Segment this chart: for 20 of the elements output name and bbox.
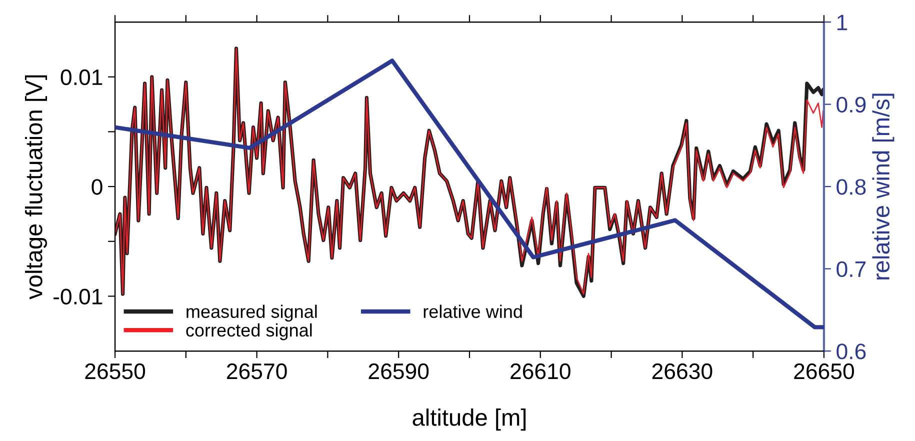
y2-axis-title: relative wind [m/s]: [872, 94, 894, 280]
x-tick-label: 26610: [510, 363, 570, 380]
y-tick-label: 0: [92, 179, 102, 195]
y-tick-label: 0.01: [60, 69, 102, 86]
y2-tick-label: 1: [837, 14, 848, 30]
x-tick-label: 26590: [368, 363, 429, 380]
y2-tick-label: 0.9: [836, 96, 866, 113]
y2-tick-label: 0.7: [836, 261, 866, 278]
x-tick-label: 26570: [227, 363, 287, 380]
y2-tick-label: 0.6: [836, 344, 866, 360]
y2-tick-label: 0.8: [836, 179, 866, 195]
x-tick-label: 26550: [85, 363, 146, 380]
legend-label: measured signal: [186, 304, 317, 322]
legend-label: corrected signal: [186, 323, 312, 340]
y-tick-label: -0.01: [54, 288, 102, 304]
x-axis-title: altitude [m]: [412, 408, 526, 431]
x-tick-label: 26630: [652, 363, 712, 380]
y-axis-title: voltage fluctuation [V]: [25, 75, 48, 300]
legend-label: relative wind: [424, 304, 522, 318]
x-tick-label: 26650: [794, 363, 854, 380]
